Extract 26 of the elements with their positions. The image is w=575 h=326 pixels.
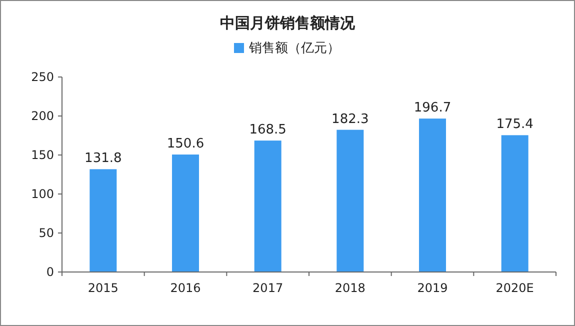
data-label: 196.7	[414, 100, 452, 116]
bar	[336, 130, 364, 272]
x-tick-label: 2019	[417, 281, 448, 295]
y-tick-label: 200	[31, 109, 54, 123]
data-label: 150.6	[166, 136, 204, 152]
y-tick-label: 100	[31, 187, 54, 201]
legend-label: 销售额（亿元）	[248, 41, 340, 56]
y-tick-label: 250	[31, 70, 54, 84]
data-label: 131.8	[84, 151, 122, 166]
y-tick-label: 0	[46, 265, 54, 279]
y-tick-label: 50	[38, 226, 54, 240]
x-tick-label: 2016	[170, 281, 201, 295]
x-tick-label: 2017	[252, 281, 284, 295]
x-tick-label: 2018	[334, 281, 366, 295]
y-tick-label: 150	[31, 148, 54, 162]
data-label: 182.3	[332, 112, 369, 127]
data-label: 168.5	[249, 122, 286, 138]
bar	[254, 140, 282, 272]
bar	[501, 135, 528, 272]
x-tick-label: 2020E	[496, 281, 534, 295]
data-label: 175.4	[496, 117, 534, 132]
chart-title: 中国月饼销售额情况	[220, 14, 356, 32]
bar	[172, 154, 199, 272]
bar	[90, 169, 117, 272]
bar	[419, 118, 446, 272]
x-tick-label: 2015	[88, 281, 118, 295]
